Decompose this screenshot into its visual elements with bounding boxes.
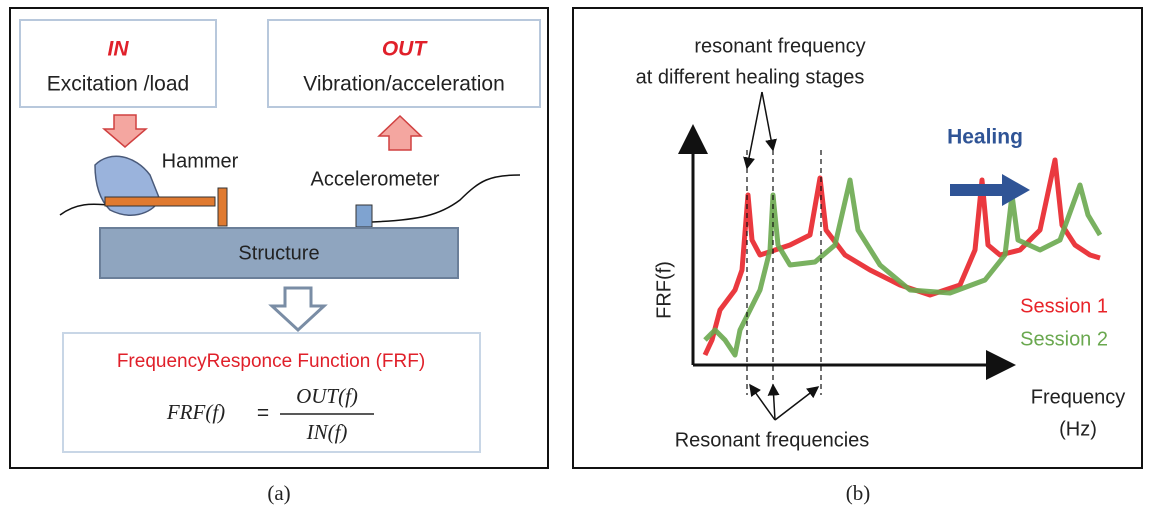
out-label: OUT — [382, 38, 429, 61]
annotation-bottom: Resonant frequencies — [675, 429, 870, 451]
hammer-label: Hammer — [162, 150, 239, 172]
accelerometer — [355, 204, 373, 228]
structure-label: Structure — [238, 242, 319, 264]
formula-lhs: FRF(f) — [166, 400, 225, 424]
hammer-head — [217, 187, 228, 227]
pointer — [761, 91, 777, 152]
structure — [99, 227, 459, 279]
x-axis-label: (Hz) — [1059, 418, 1097, 440]
session-2-curve — [703, 177, 1103, 358]
session-1-curve — [702, 157, 1101, 357]
out-box — [267, 19, 541, 108]
hammer-handle — [104, 196, 216, 207]
legend-label: Session 1 — [1020, 295, 1108, 317]
annotation-top: at different healing stages — [636, 66, 865, 88]
pointer — [774, 386, 820, 421]
panel-b-frame — [572, 7, 1143, 469]
formula-numerator: OUT(f) — [296, 384, 358, 408]
frf-arrow — [268, 286, 328, 333]
healing-arrow — [950, 174, 1030, 206]
out-arrow — [377, 114, 423, 151]
caption-a: (a) — [267, 481, 290, 505]
pointer — [743, 91, 763, 170]
in-arrow — [101, 114, 149, 148]
pointer — [767, 383, 780, 421]
caption-b: (b) — [846, 481, 871, 505]
frf-title: FrequencyResponce Function (FRF) — [117, 351, 425, 372]
in-text: Excitation /load — [47, 73, 189, 96]
accelerometer-label: Accelerometer — [311, 168, 440, 190]
frf-box — [62, 332, 481, 453]
in-label: IN — [108, 38, 130, 61]
formula-eq: = — [257, 402, 269, 425]
y-axis-label: FRF(f) — [653, 261, 675, 319]
legend-label: Session 2 — [1020, 328, 1108, 350]
pointer — [749, 383, 776, 421]
healing-label: Healing — [947, 126, 1023, 149]
formula-denominator: IN(f) — [306, 420, 348, 444]
out-text: Vibration/acceleration — [303, 73, 505, 96]
x-axis-label: Frequency — [1031, 386, 1126, 408]
accel-cable — [371, 174, 521, 223]
in-box — [19, 19, 217, 108]
annotation-top: resonant frequency — [694, 35, 865, 57]
